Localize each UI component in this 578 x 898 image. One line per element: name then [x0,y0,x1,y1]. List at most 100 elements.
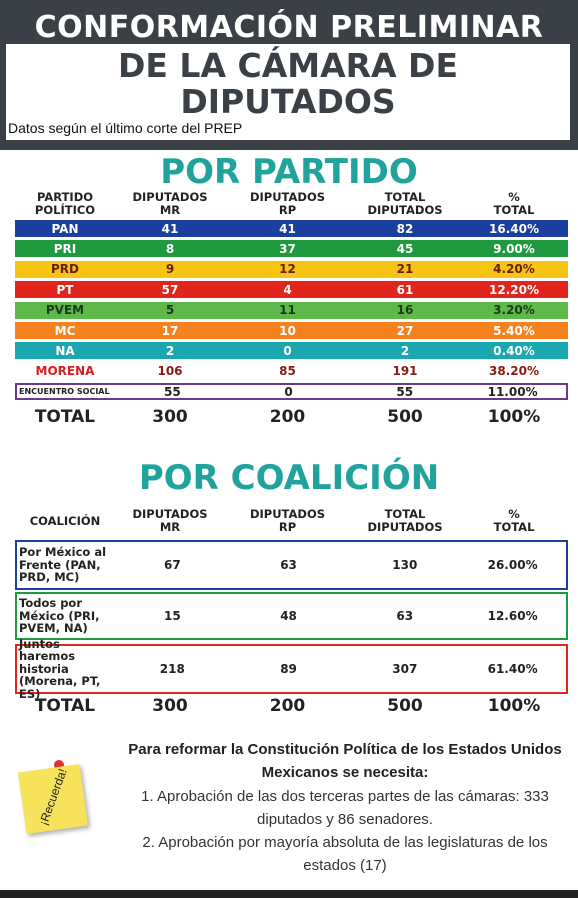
cell: 17 [161,323,179,338]
cell: 26.00% [487,558,538,572]
cell: 48 [280,609,297,623]
cell: 57 [161,282,179,297]
cell: 16.40% [489,221,539,236]
header-text: PARTIDO POLÍTICO [34,190,96,217]
note-item: 2. Aprobación por mayoría absoluta de la… [142,834,548,874]
cell: Todos por México (PRI, PVEM, NA) [19,596,100,636]
cell: % TOTAL [460,191,568,217]
cell: PARTIDO POLÍTICO [15,191,115,217]
cell: 55 [396,384,414,399]
coalition-row: Todos por México (PRI, PVEM, NA) 15 48 63 12… [15,592,568,640]
cell: 100% [487,407,541,427]
cell: 12.20% [489,282,539,297]
coalition-row: Por México al Frente (PAN, PRD, MC) 67 63 1… [15,540,568,590]
title: DIPUTADOS [180,82,396,121]
header-text: TOTAL DIPUTADOS [367,190,443,217]
cell: 45 [396,241,414,256]
cell: 16 [396,303,414,318]
table-row: ENCUENTRO SOCIAL 55 0 55 11.00% [15,383,568,401]
cell: DIPUTADOS RP [225,191,350,217]
cell: 63 [396,609,414,623]
cell: ENCUENTRO SOCIAL [19,386,110,396]
cell: PT [56,282,74,297]
total-row: TOTAL 300 200 500 100% [15,406,568,428]
cell: 12.60% [487,609,538,623]
table-row: PRD 9 12 21 4.20% [15,260,568,278]
cell: 61.40% [487,662,538,676]
header-text: DIPUTADOS MR [132,507,208,534]
cell: 12 [279,262,296,277]
total-row: TOTAL 300 200 500 100% [15,694,568,718]
table-row: PVEM 5 11 16 3.20% [15,301,568,319]
header-text: % TOTAL [493,190,535,217]
table-row: PAN 41 41 82 16.40% [15,220,568,237]
cell: 38.20% [489,364,539,379]
cell: TOTAL [34,696,96,716]
cell: Juntos haremos historia (Morena, PT, ES) [19,636,101,701]
cell: MORENA [35,364,95,379]
cell: TOTAL DIPUTADOS [350,508,460,534]
cell: 82 [396,221,414,236]
cell: COALICIÓN [15,514,115,528]
header-text: % TOTAL [493,507,535,534]
table-row: NA 2 0 2 0.40% [15,342,568,360]
cell: 55 [163,384,181,399]
cell: NA [55,343,75,358]
header-text: DIPUTADOS MR [132,190,208,217]
cell: 106 [157,364,183,379]
cell: 63 [280,558,297,572]
cell: DIPUTADOS RP [225,508,350,534]
cell: 307 [392,662,418,676]
cell: 27 [396,323,414,338]
footer-band [0,890,578,898]
cell: 4.20% [493,262,535,277]
cell: 41 [279,221,296,236]
cell: 0 [283,343,292,358]
cell: 89 [280,662,297,676]
cell: 21 [396,262,414,277]
note-heading: Para reformar la Constitución Política d… [128,741,562,781]
cell: 300 [152,407,188,427]
table-row: MC 17 10 27 5.40% [15,322,568,339]
table-row: PRI 8 37 45 9.00% [15,240,568,258]
cell: 10 [279,323,296,338]
cell: PRD [51,262,79,277]
cell: 0.40% [493,343,535,358]
cell: 5.40% [493,323,535,338]
cell: 61 [396,282,414,297]
cell: DIPUTADOS MR [115,191,225,217]
cell: Por México al Frente (PAN, PRD, MC) [19,545,107,585]
cell: 218 [159,662,185,676]
cell: 300 [152,696,188,716]
header-text: TOTAL DIPUTADOS [367,507,443,534]
cell: DIPUTADOS MR [115,508,225,534]
cell: 11 [279,303,296,318]
title-box: DE LA CÁMARA DE DIPUTADOS Datos según el… [6,44,570,140]
cell: 4 [283,282,292,297]
cell: TOTAL [34,407,96,427]
section-title: POR PARTIDO [160,152,418,192]
cell: 500 [387,407,423,427]
cell: 67 [163,558,181,572]
cell: 11.00% [487,384,538,399]
cell: 191 [392,364,418,379]
cell: 500 [387,696,423,716]
header-text: COALICIÓN [29,514,101,528]
coalition-row: Juntos haremos historia (Morena, PT, ES)… [15,638,568,700]
cell: 2 [400,343,410,358]
cell: 41 [161,221,179,236]
cell: 15 [163,609,181,623]
table-header: PARTIDO POLÍTICO DIPUTADOS MR DIPUTADOS RP… [15,190,568,218]
section-title: POR COALICIÓN [138,458,440,498]
title: CONFORMACIÓN PRELIMINAR [34,10,544,45]
cell: 8 [165,241,175,256]
cell: PRI [53,241,77,256]
cell: 37 [279,241,296,256]
table-row: PT 57 4 61 12.20% [15,281,568,299]
cell: 100% [487,696,541,716]
title: DE LA CÁMARA DE [118,46,458,85]
cell: 3.20% [493,303,535,318]
cell: 0 [284,384,293,399]
cell: PAN [51,221,79,236]
